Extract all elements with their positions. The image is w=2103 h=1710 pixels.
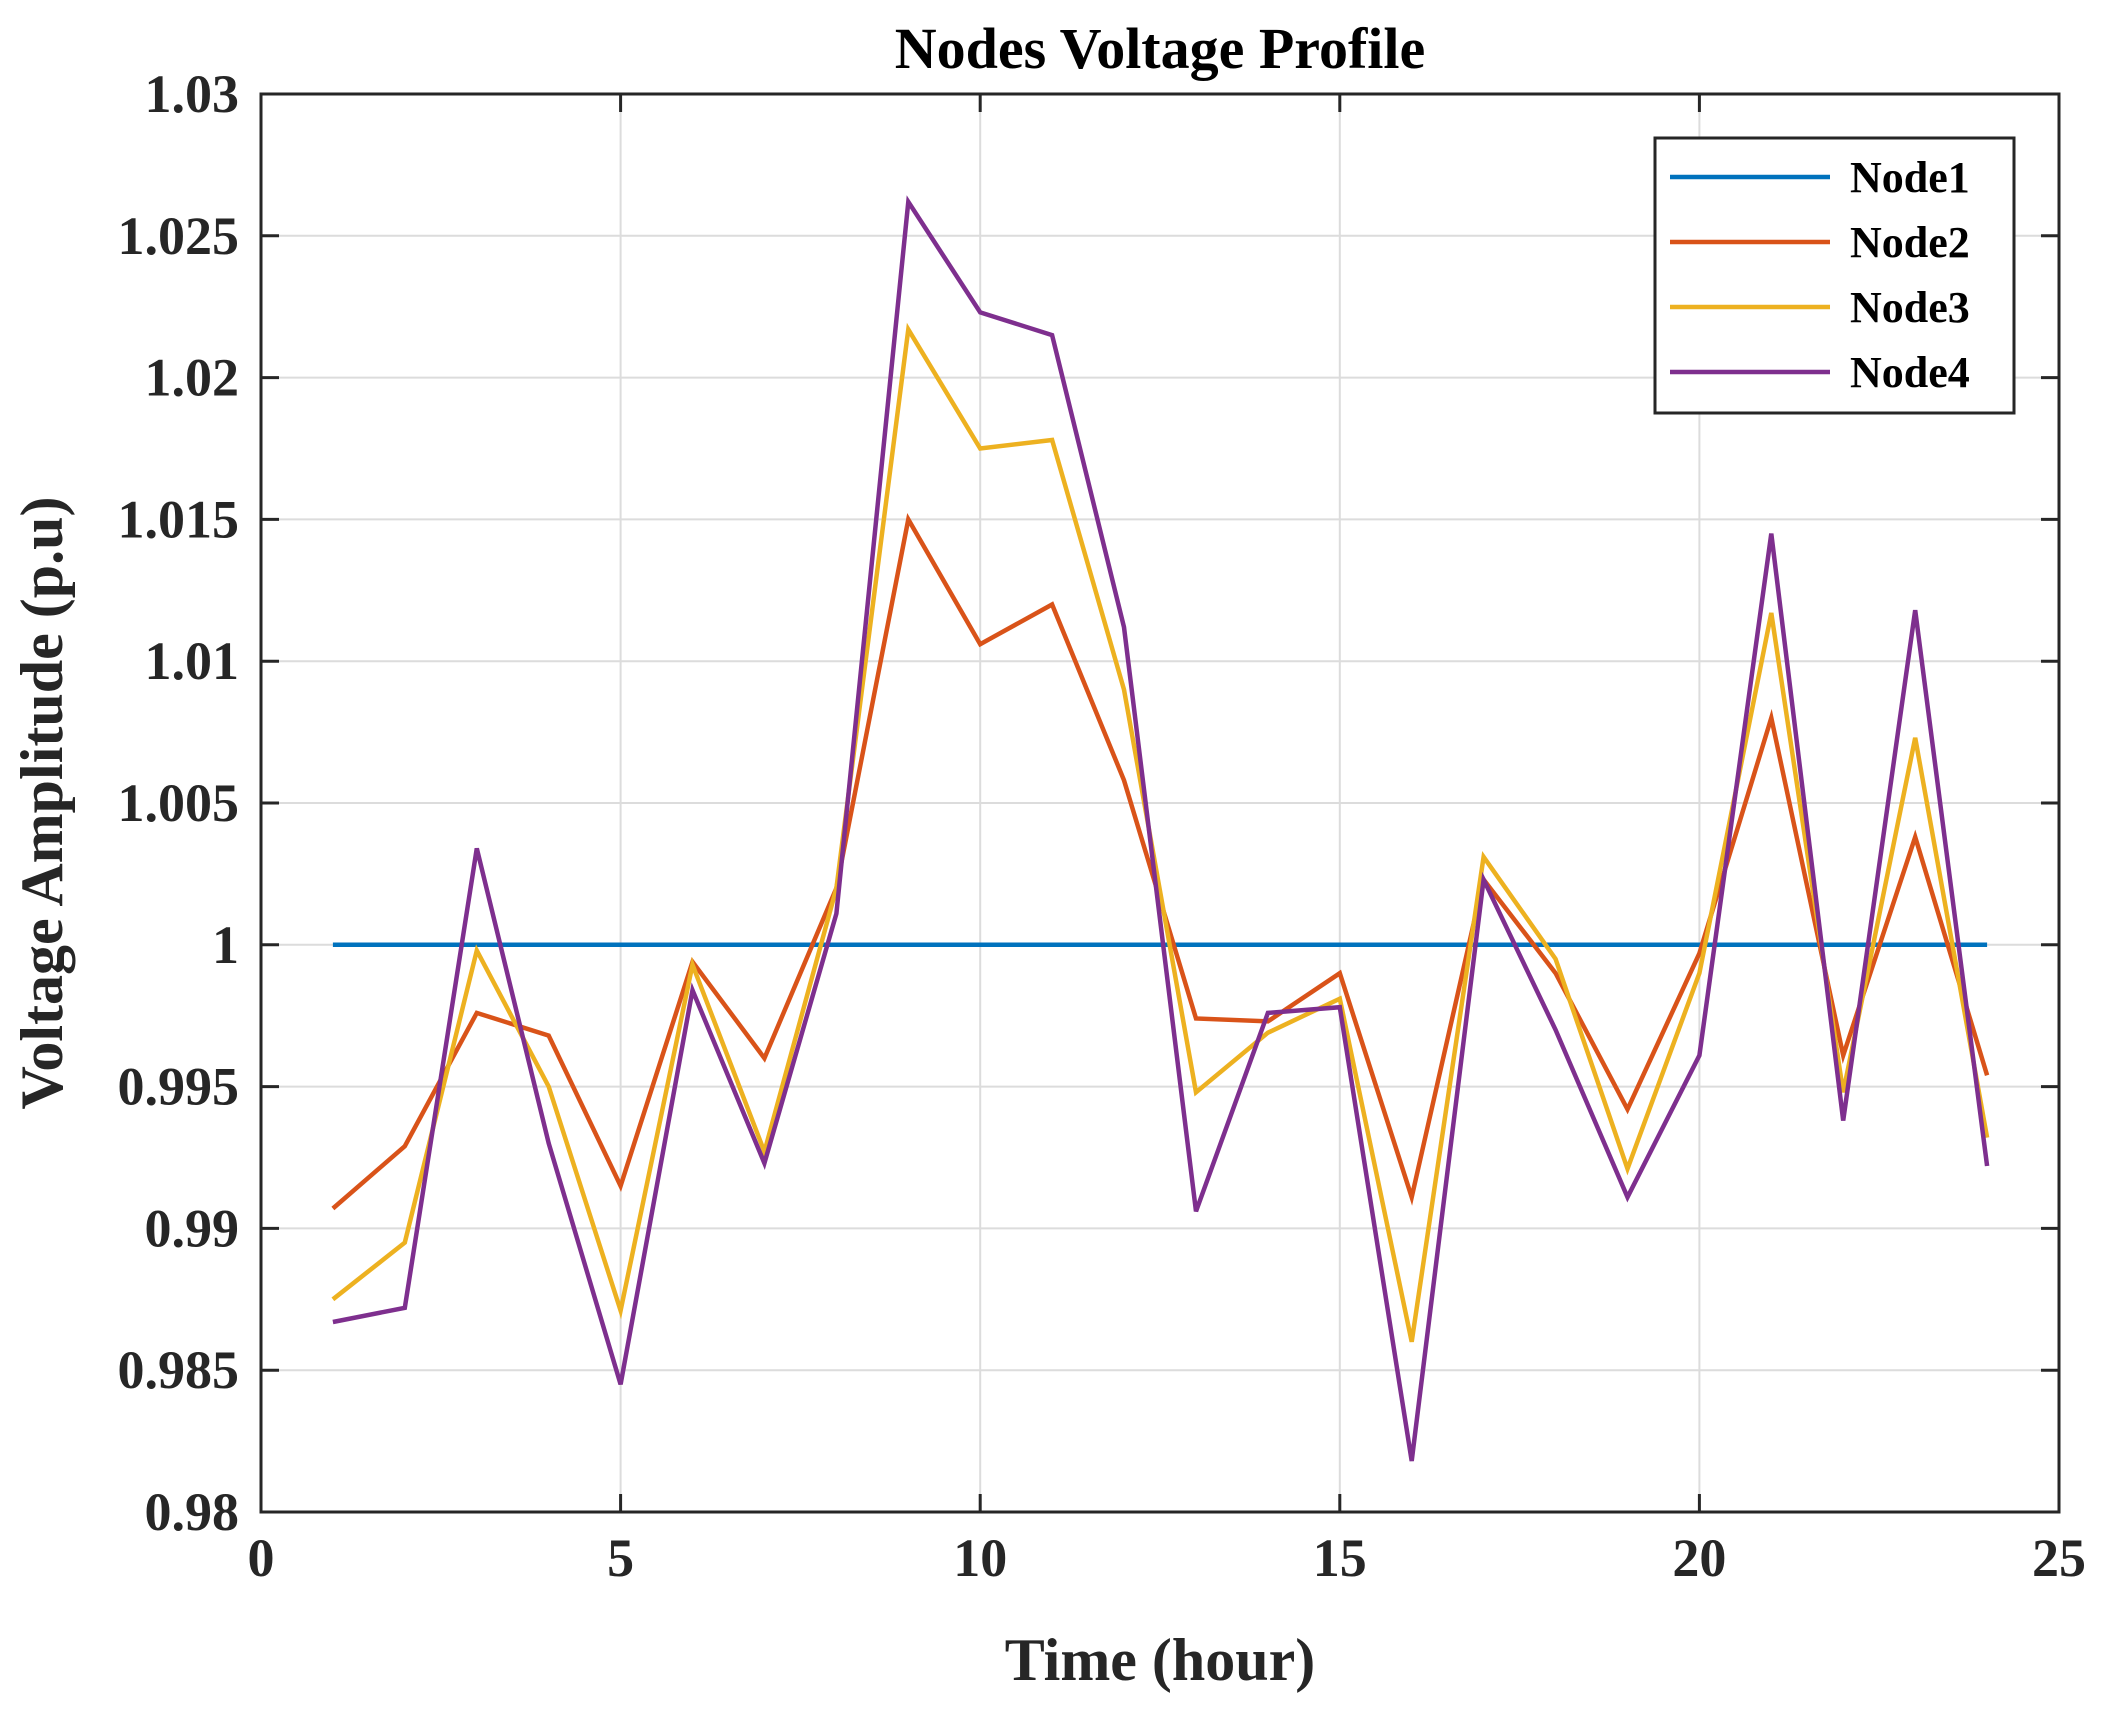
legend-label-node1: Node1 <box>1850 153 1970 202</box>
y-tick-label: 0.98 <box>145 1482 240 1542</box>
legend-label-node2: Node2 <box>1850 218 1970 267</box>
legend-label-node4: Node4 <box>1850 348 1970 397</box>
series-lines <box>331 195 1990 1462</box>
chart-title: Nodes Voltage Profile <box>895 16 1426 81</box>
legend-box <box>1653 136 2016 415</box>
y-tick-label: 1.01 <box>145 631 240 691</box>
x-axis-title: Time (hour) <box>1005 1627 1316 1693</box>
tick-labels: 0 5 10 15 20 25 0.98 0.985 0.99 0.995 1 1.005 1.01 1.… <box>118 64 2087 1588</box>
legend-label-node3: Node3 <box>1850 283 1970 332</box>
y-tick-label: 1 <box>212 915 239 975</box>
y-tick-label: 0.99 <box>145 1198 240 1258</box>
x-tick-label: 25 <box>2032 1528 2086 1588</box>
y-tick-label: 0.985 <box>118 1340 240 1400</box>
x-tick-label: 0 <box>248 1528 275 1588</box>
x-tick-label: 15 <box>1313 1528 1367 1588</box>
x-tick-label: 5 <box>607 1528 634 1588</box>
x-tick-label: 10 <box>953 1528 1007 1588</box>
y-tick-label: 1.025 <box>118 206 240 266</box>
y-tick-label: 1.03 <box>145 64 240 124</box>
legend: Node1 Node2 Node3 Node4 <box>1653 136 2016 415</box>
axis-ticks <box>259 92 2061 1514</box>
y-tick-label: 0.995 <box>118 1057 240 1117</box>
y-tick-label: 1.005 <box>118 773 240 833</box>
series-line-node4 <box>332 195 1990 1462</box>
series-line-node3 <box>331 322 1990 1343</box>
x-tick-label: 20 <box>1672 1528 1726 1588</box>
y-tick-label: 1.02 <box>145 348 240 408</box>
y-tick-label: 1.015 <box>118 489 240 549</box>
y-axis-title: Voltage Amplitude (p.u) <box>9 497 75 1110</box>
